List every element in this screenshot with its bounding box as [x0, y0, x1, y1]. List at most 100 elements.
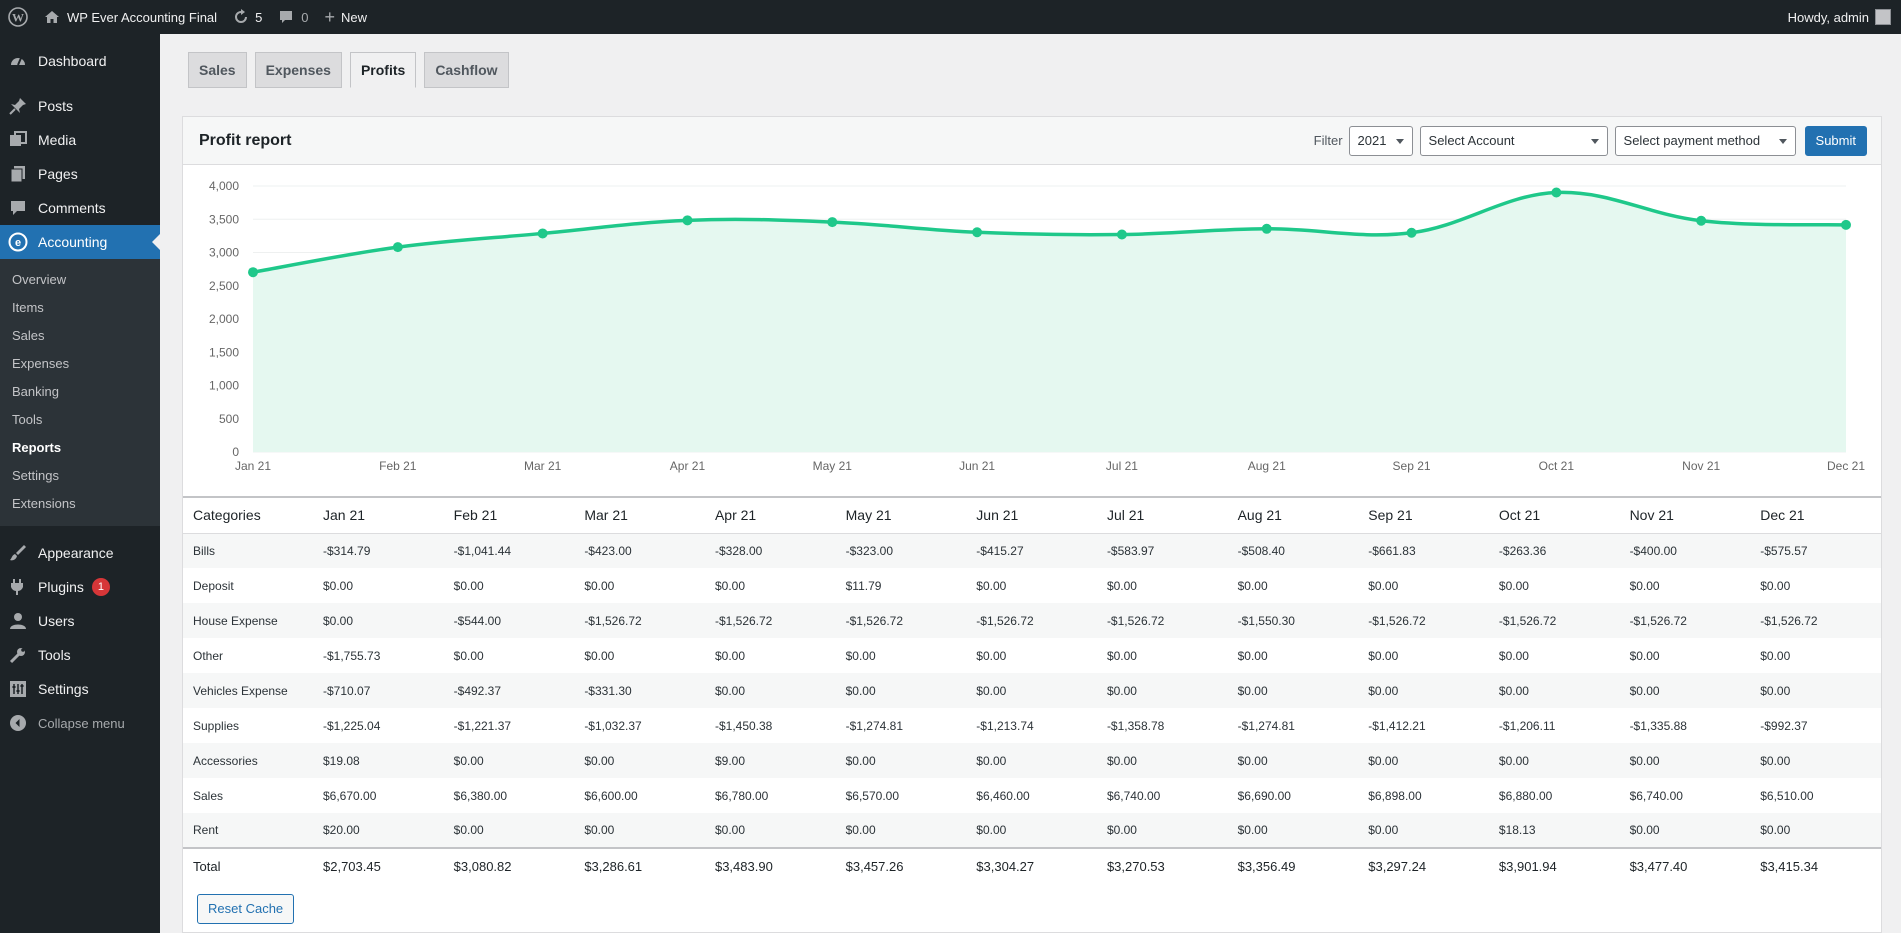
amount-cell: -$1,032.37 [584, 718, 642, 733]
account-menu[interactable]: Howdy, admin [1780, 0, 1901, 34]
site-name: WP Ever Accounting Final [67, 9, 218, 25]
howdy-text: Howdy, admin [1787, 9, 1869, 25]
menu-label: Settings [38, 681, 89, 697]
submenu-items[interactable]: Items [12, 300, 44, 315]
submenu-tools[interactable]: Tools [12, 412, 43, 427]
comment-icon [8, 198, 28, 218]
amount-cell: $6,780.00 [714, 788, 769, 803]
payment-method-select[interactable]: Select payment method [1614, 125, 1796, 156]
tab-cashflow[interactable]: Cashflow [424, 52, 509, 88]
amount-cell: -$1,526.72 [584, 613, 642, 628]
category-cell: Deposit [193, 578, 234, 593]
x-tick-label: Nov 21 [1682, 459, 1720, 473]
menu-plugins[interactable]: Plugins 1 [0, 570, 160, 604]
new-content-link[interactable]: + New [317, 0, 376, 34]
media-icon [8, 130, 28, 150]
tab-expenses[interactable]: Expenses [254, 52, 342, 88]
submenu-settings[interactable]: Settings [12, 468, 59, 483]
total-cell: $3,080.82 [443, 847, 575, 884]
amount-cell: $0.00 [1760, 648, 1791, 663]
submenu-extensions[interactable]: Extensions [12, 496, 76, 511]
amount-cell: $0.00 [1760, 753, 1791, 768]
dashboard-icon [8, 51, 28, 71]
column-header-month: Feb 21 [443, 496, 575, 534]
svg-text:e: e [15, 237, 21, 249]
submit-button[interactable]: Submit [1804, 125, 1867, 156]
menu-appearance[interactable]: Appearance [0, 536, 160, 570]
y-tick-label: 0 [232, 445, 239, 459]
amount-cell: $0.00 [1760, 578, 1791, 593]
updates-link[interactable]: 5 [225, 0, 270, 34]
pin-icon [8, 96, 28, 116]
amount-cell: $0.00 [1106, 683, 1137, 698]
menu-settings[interactable]: Settings [0, 672, 160, 706]
menu-pages[interactable]: Pages [0, 157, 160, 191]
wordpress-logo-icon[interactable]: W [0, 0, 36, 34]
amount-cell: $0.00 [584, 753, 615, 768]
amount-cell: $6,690.00 [1237, 788, 1291, 803]
menu-label: Users [38, 613, 75, 629]
table-row: House Expense $0.00 -$544.00 -$1,526.72 -$1,… [183, 603, 1881, 638]
y-tick-label: 3,500 [209, 212, 239, 226]
menu-posts[interactable]: Posts [0, 89, 160, 123]
collapse-label: Collapse menu [38, 715, 125, 731]
submenu-sales[interactable]: Sales [12, 328, 45, 343]
tab-profits[interactable]: Profits [349, 52, 417, 88]
amount-cell: $0.00 [1368, 823, 1399, 837]
menu-accounting[interactable]: e Accounting [0, 225, 160, 259]
submenu-overview[interactable]: Overview [12, 272, 67, 287]
accounting-icon: e [8, 232, 28, 252]
menu-media[interactable]: Media [0, 123, 160, 157]
table-row: Other -$1,755.73 $0.00 $0.00 $0.00 $0.00 $0.00… [183, 638, 1881, 673]
amount-cell: $0.00 [1629, 823, 1660, 837]
y-tick-label: 1,500 [209, 345, 239, 359]
submenu-banking[interactable]: Banking [12, 384, 59, 399]
site-name-link[interactable]: WP Ever Accounting Final [36, 0, 225, 34]
column-header-month: Aug 21 [1227, 496, 1359, 534]
amount-cell: $0.00 [1629, 578, 1660, 593]
amount-cell: -$1,335.88 [1629, 718, 1687, 733]
column-header-month: Nov 21 [1619, 496, 1751, 534]
category-cell: Vehicles Expense [193, 683, 288, 698]
amount-cell: -$1,526.72 [1368, 613, 1426, 628]
amount-cell: $0.00 [1106, 648, 1137, 663]
category-cell: Sales [193, 788, 224, 803]
collapse-menu-button[interactable]: Collapse menu [0, 706, 160, 740]
amount-cell: -$508.40 [1237, 543, 1285, 558]
menu-users[interactable]: Users [0, 604, 160, 638]
amount-cell: $6,460.00 [976, 788, 1030, 803]
table-header-row: Categories Jan 21 Feb 21 Mar 21 Apr 21 May 21… [183, 496, 1881, 534]
x-tick-label: May 21 [813, 459, 853, 473]
amount-cell: -$1,206.11 [1498, 718, 1556, 733]
comments-link[interactable]: 0 [270, 0, 316, 34]
amount-cell: $0.00 [453, 823, 484, 837]
tab-sales[interactable]: Sales [188, 52, 247, 88]
amount-cell: -$992.37 [1760, 718, 1808, 733]
menu-label: Media [38, 132, 77, 148]
menu-comments[interactable]: Comments [0, 191, 160, 225]
account-select[interactable]: Select Account [1419, 125, 1608, 156]
reset-cache-button[interactable]: Reset Cache [197, 894, 295, 924]
amount-cell: $0.00 [1237, 578, 1268, 593]
submenu-expenses[interactable]: Expenses [12, 356, 70, 371]
submenu-reports[interactable]: Reports [12, 440, 62, 455]
data-point [392, 242, 403, 253]
year-select[interactable]: 2021 [1348, 125, 1413, 156]
menu-tools[interactable]: Tools [0, 638, 160, 672]
y-tick-label: 500 [219, 412, 239, 426]
amount-cell: -$263.36 [1498, 543, 1547, 558]
admin-sidebar: Dashboard Posts Media Pages Comments e A… [0, 34, 160, 933]
amount-cell: $0.00 [1629, 648, 1660, 663]
column-header-month: May 21 [835, 496, 967, 534]
amount-cell: $18.13 [1498, 823, 1536, 837]
menu-dashboard[interactable]: Dashboard [0, 44, 160, 78]
total-cell: $3,286.61 [574, 847, 705, 884]
new-label: New [341, 9, 368, 25]
amount-cell: $0.00 [845, 823, 876, 837]
table-row: Accessories $19.08 $0.00 $0.00 $9.00 $0.00 $0.… [183, 743, 1881, 778]
data-point [1116, 229, 1127, 240]
amount-cell: -$1,755.73 [323, 648, 381, 663]
amount-cell: $0.00 [323, 613, 354, 628]
admin-bar: W WP Ever Accounting Final 5 0 + New How… [0, 0, 1901, 34]
panel-header: Profit report Filter 2021 Select Account… [183, 117, 1881, 165]
